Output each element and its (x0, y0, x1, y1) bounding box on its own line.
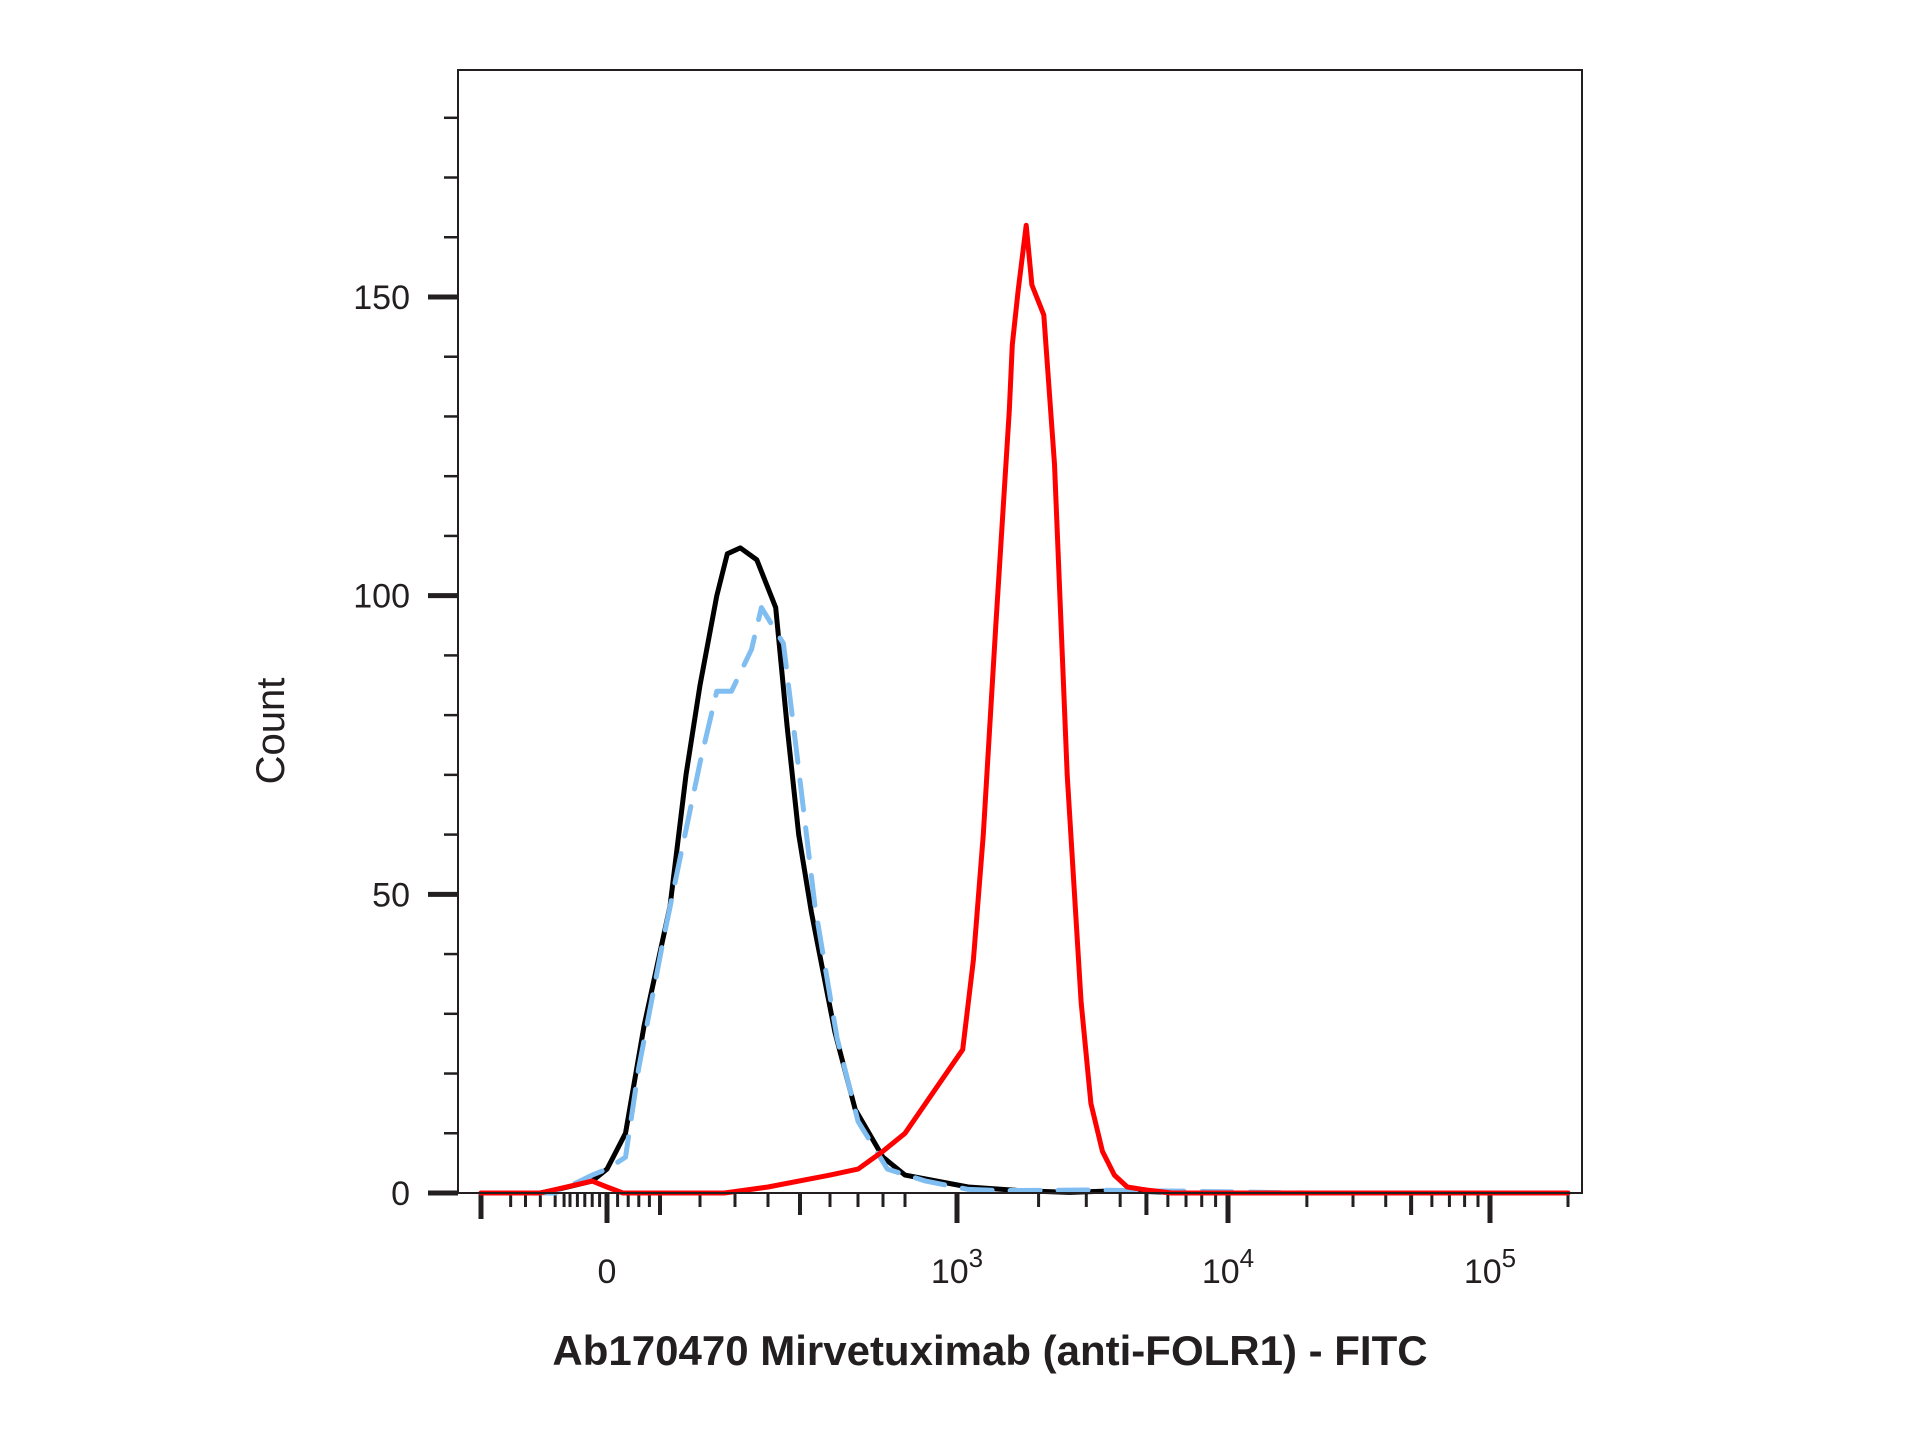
x-tick-label: 103 (931, 1243, 983, 1291)
y-axis-title: Count (249, 678, 293, 785)
x-axis-title: Ab170470 Mirvetuximab (anti-FOLR1) - FIT… (552, 1327, 1427, 1374)
x-axis-tick-labels: 0 103 104 105 (598, 1243, 1517, 1291)
y-tick-label: 150 (353, 279, 410, 317)
x-tick-label: 105 (1464, 1243, 1516, 1291)
y-axis-tick-labels: 0 50 100 150 (353, 279, 410, 1213)
series-line-2 (478, 605, 1571, 1196)
x-tick-label: 104 (1202, 1243, 1254, 1291)
y-tick-label: 0 (391, 1175, 410, 1213)
y-axis-ticks (428, 116, 458, 1196)
y-tick-label: 50 (372, 876, 410, 914)
y-tick-label: 100 (353, 578, 410, 616)
x-tick-label: 0 (598, 1253, 617, 1291)
